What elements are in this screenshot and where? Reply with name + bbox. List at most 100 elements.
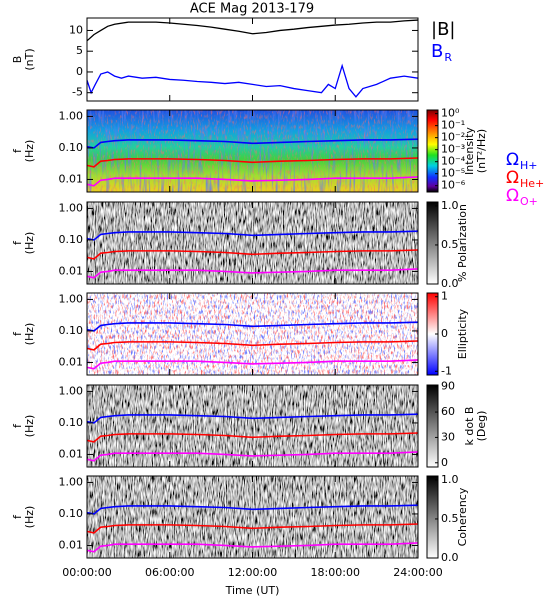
series-line bbox=[86, 249, 419, 260]
series-line bbox=[86, 413, 419, 424]
y-tick-label: 1.00 bbox=[59, 475, 84, 488]
colorbar bbox=[426, 109, 439, 193]
x-tick-label: 18:00:00 bbox=[311, 566, 360, 579]
series-line bbox=[86, 340, 419, 351]
x-tick-label: 00:00:00 bbox=[62, 566, 111, 579]
y-axis-label: f bbox=[11, 331, 24, 336]
y-tick-label: 0.10 bbox=[59, 141, 84, 154]
y-tick-label: 1.00 bbox=[59, 292, 84, 305]
colorbar-tick-label: 60 bbox=[441, 405, 455, 418]
colorbar-tick-label: 90 bbox=[441, 380, 455, 393]
series-line bbox=[86, 321, 419, 332]
x-tick-label: 06:00:00 bbox=[145, 566, 194, 579]
colorbar-tick-label: 30 bbox=[441, 430, 455, 443]
colorbar bbox=[426, 475, 439, 559]
y-tick-label: 0.01 bbox=[59, 447, 84, 460]
y-tick-label: 0.10 bbox=[59, 233, 84, 246]
y-tick-label: 1.00 bbox=[59, 384, 84, 397]
spectrogram-image bbox=[87, 110, 418, 192]
series-line bbox=[86, 359, 419, 370]
colorbar-tick-label: 0.5 bbox=[441, 512, 459, 525]
y-axis-label: (Hz) bbox=[23, 323, 36, 346]
series-line bbox=[86, 432, 419, 443]
plot-frame bbox=[86, 384, 419, 468]
colorbar-tick-label: 0.0 bbox=[441, 277, 459, 290]
colorbar-tick-label: 10⁻⁶ bbox=[441, 179, 466, 192]
y-tick-label: 0.10 bbox=[59, 416, 84, 429]
y-tick-label: -5 bbox=[72, 86, 83, 99]
y-axis-label: (nT) bbox=[23, 48, 36, 70]
series-line bbox=[86, 504, 419, 515]
colorbar bbox=[426, 201, 439, 285]
series-line bbox=[86, 523, 419, 534]
spectrogram-image bbox=[87, 293, 418, 375]
spectrogram-image bbox=[87, 385, 418, 467]
y-tick-label: 0.01 bbox=[59, 264, 84, 277]
colorbar-label: (nT²/Hz) bbox=[475, 129, 488, 173]
colorbar-tick-label: 0.0 bbox=[441, 551, 459, 564]
y-tick-label: 0.01 bbox=[59, 355, 84, 368]
colorbar-tick-label: 10⁻⁵ bbox=[441, 167, 465, 180]
colorbar-tick-label: 10⁻¹ bbox=[441, 119, 465, 132]
legend-subscript: O+ bbox=[520, 195, 538, 208]
y-tick-label: 5 bbox=[76, 44, 83, 57]
colorbar-tick-label: 10⁻⁴ bbox=[441, 155, 466, 168]
series-line bbox=[86, 138, 419, 149]
y-axis-label: (Hz) bbox=[23, 232, 36, 255]
colorbar-tick-label: 1.0 bbox=[441, 199, 459, 212]
colorbar-tick-label: 0 bbox=[441, 456, 448, 469]
y-tick-label: 0.10 bbox=[59, 507, 84, 520]
plot-frame bbox=[86, 201, 419, 285]
plot-frame bbox=[86, 292, 419, 376]
spectrogram-image bbox=[87, 202, 418, 284]
plot-frame bbox=[86, 17, 419, 102]
colorbar-tick-label: 1 bbox=[441, 290, 448, 303]
series-line bbox=[86, 63, 419, 98]
colorbar-tick-label: 10⁻² bbox=[441, 131, 465, 144]
y-axis-label: (Hz) bbox=[23, 415, 36, 438]
y-tick-label: 1.00 bbox=[59, 109, 84, 122]
series-line bbox=[86, 19, 419, 42]
plot-frame bbox=[86, 475, 419, 559]
colorbar-label: (Deg) bbox=[475, 411, 488, 442]
x-tick-label: 24:00:00 bbox=[393, 566, 442, 579]
series-line bbox=[86, 230, 419, 241]
colorbar-tick-label: 1.0 bbox=[441, 473, 459, 486]
y-axis-label: f bbox=[11, 240, 24, 245]
colorbar-tick-label: 0 bbox=[441, 327, 448, 340]
legend-subscript: R bbox=[444, 51, 452, 64]
colorbar-tick-label: 0.5 bbox=[441, 238, 459, 251]
colorbar-label: Coherency bbox=[456, 487, 469, 546]
colorbar-tick-label: 10⁻³ bbox=[441, 143, 465, 156]
y-axis-label: f bbox=[11, 514, 24, 519]
colorbar-label: Intensity bbox=[463, 127, 476, 175]
y-axis-label: f bbox=[11, 423, 24, 428]
colorbar-label: k dot B bbox=[463, 407, 476, 446]
spectrogram-image bbox=[87, 476, 418, 558]
chart-title: ACE Mag 2013-179 bbox=[190, 2, 314, 17]
x-axis-label: Time (UT) bbox=[225, 584, 280, 597]
series-line bbox=[86, 176, 419, 187]
legend-subscript: H+ bbox=[520, 159, 538, 172]
colorbar-tick-label: -1 bbox=[441, 364, 452, 377]
y-axis-label: (Hz) bbox=[23, 140, 36, 163]
legend-subscript: He+ bbox=[520, 177, 544, 190]
colorbar-label: Ellipticity bbox=[456, 308, 469, 359]
colorbar-tick-label: 10⁰ bbox=[441, 107, 460, 120]
colorbar-label: % Polarization bbox=[456, 204, 469, 282]
y-tick-label: 0.01 bbox=[59, 538, 84, 551]
series-line bbox=[86, 268, 419, 279]
legend-label: Ω bbox=[506, 150, 519, 170]
y-axis-label: B bbox=[11, 56, 24, 64]
legend-label: B bbox=[431, 41, 443, 62]
series-line bbox=[86, 157, 419, 168]
legend-label: Ω bbox=[506, 186, 519, 206]
y-tick-label: 10 bbox=[69, 23, 83, 36]
legend-label: |B| bbox=[431, 19, 455, 40]
legend-label: Ω bbox=[506, 168, 519, 188]
y-axis-label: (Hz) bbox=[23, 506, 36, 529]
y-tick-label: 1.00 bbox=[59, 201, 84, 214]
x-tick-label: 12:00:00 bbox=[228, 566, 277, 579]
series-line bbox=[86, 542, 419, 553]
